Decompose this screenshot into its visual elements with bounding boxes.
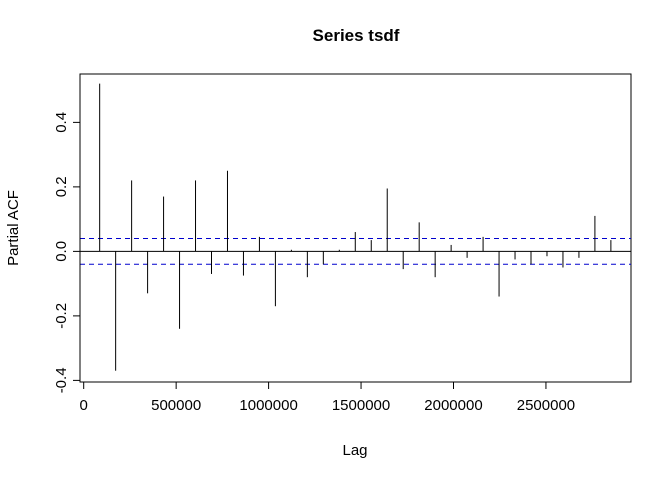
x-tick-label: 2500000 bbox=[517, 397, 575, 414]
y-axis: -0.4 -0.2 0.0 0.2 0.4 bbox=[53, 112, 81, 393]
y-tick-label: 0.2 bbox=[53, 176, 70, 197]
y-axis-label: Partial ACF bbox=[5, 190, 22, 266]
x-tick-label: 2000000 bbox=[424, 397, 482, 414]
y-tick-label: -0.4 bbox=[53, 367, 70, 393]
x-tick-label: 1500000 bbox=[332, 397, 390, 414]
chart-title: Series tsdf bbox=[313, 26, 400, 45]
confidence-lines bbox=[80, 237, 631, 265]
x-tick-label: 0 bbox=[80, 397, 88, 414]
x-tick-label: 500000 bbox=[151, 397, 201, 414]
x-tick-label: 1000000 bbox=[239, 397, 297, 414]
x-axis: 0 500000 1000000 1500000 2000000 2500000 bbox=[80, 381, 575, 414]
pacf-bars bbox=[99, 83, 612, 371]
x-axis-label: Lag bbox=[342, 442, 367, 459]
y-tick-label: 0.4 bbox=[53, 112, 70, 133]
plot-frame bbox=[79, 73, 632, 383]
y-tick-label: 0.0 bbox=[53, 241, 70, 262]
y-tick-label: -0.2 bbox=[53, 303, 70, 329]
